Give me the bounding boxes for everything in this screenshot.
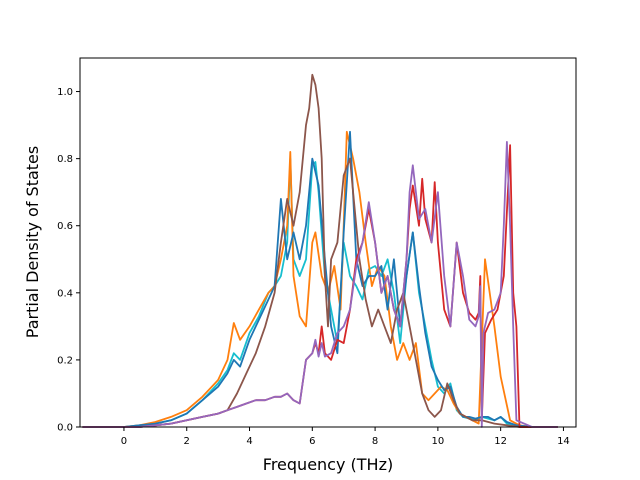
y-tick-label: 0.4 — [57, 288, 73, 299]
x-axis-label: Frequency (THz) — [263, 455, 393, 474]
y-tick-label: 0.2 — [57, 355, 73, 366]
x-tick-label: 10 — [432, 436, 445, 447]
x-tick-label: 4 — [246, 436, 252, 447]
plot-frame — [79, 57, 577, 428]
x-tick-label: 0 — [121, 436, 127, 447]
y-tick-label: 0.0 — [57, 423, 73, 434]
series-line-6 — [82, 141, 559, 428]
x-tick-label: 8 — [372, 436, 378, 447]
plot-lines — [82, 73, 559, 428]
y-axis-ticks: 0.0 0.2 0.4 0.6 0.8 1.0 — [57, 87, 80, 434]
y-tick-label: 1.0 — [57, 87, 73, 98]
series-line-4 — [82, 73, 559, 428]
x-tick-label: 12 — [494, 436, 507, 447]
x-tick-label: 2 — [184, 436, 190, 447]
y-axis-label: Partial Density of States — [23, 146, 42, 338]
x-axis-ticks: 0 2 4 6 8 10 12 14 — [121, 427, 570, 447]
x-tick-label: 14 — [557, 436, 570, 447]
y-tick-label: 0.6 — [57, 221, 73, 232]
x-tick-label: 6 — [309, 436, 315, 447]
y-tick-label: 0.8 — [57, 154, 73, 165]
